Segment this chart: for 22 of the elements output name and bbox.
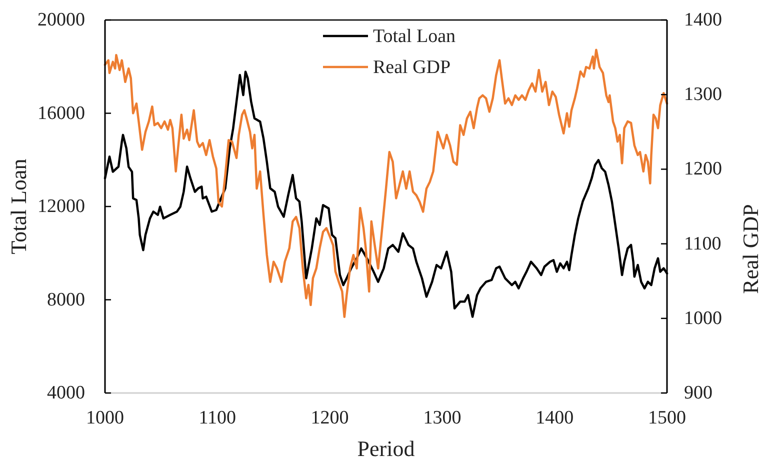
- x-tick-label: 1000: [86, 408, 124, 428]
- y-tick-label: 8000: [47, 289, 85, 310]
- y-tick-label: 4000: [47, 382, 85, 404]
- y2-tick-label: 900: [684, 382, 712, 404]
- y2-tick-label: 1200: [684, 158, 722, 180]
- y2-tick-label: 1000: [684, 308, 722, 329]
- x-tick-label: 1200: [310, 408, 349, 428]
- y-tick-label: 20000: [38, 10, 85, 30]
- y-tick-label: 16000: [38, 102, 85, 124]
- x-tick-label: 1300: [423, 408, 462, 428]
- legend-label: Real GDP: [373, 56, 451, 78]
- y2-axis-title: Real GDP: [738, 204, 762, 294]
- y2-tick-label: 1300: [684, 84, 722, 106]
- x-tick-label: 1400: [536, 408, 574, 428]
- y-axis-title: Total Loan: [6, 158, 30, 254]
- x-axis-title: Period: [357, 436, 415, 459]
- x-tick-label: 1100: [198, 408, 236, 428]
- y2-tick-label: 1400: [684, 10, 722, 30]
- legend-label: Total Loan: [373, 26, 456, 46]
- y2-tick-label: 1100: [684, 233, 722, 254]
- y-tick-label: 12000: [38, 196, 85, 217]
- x-tick-label: 1500: [648, 408, 686, 428]
